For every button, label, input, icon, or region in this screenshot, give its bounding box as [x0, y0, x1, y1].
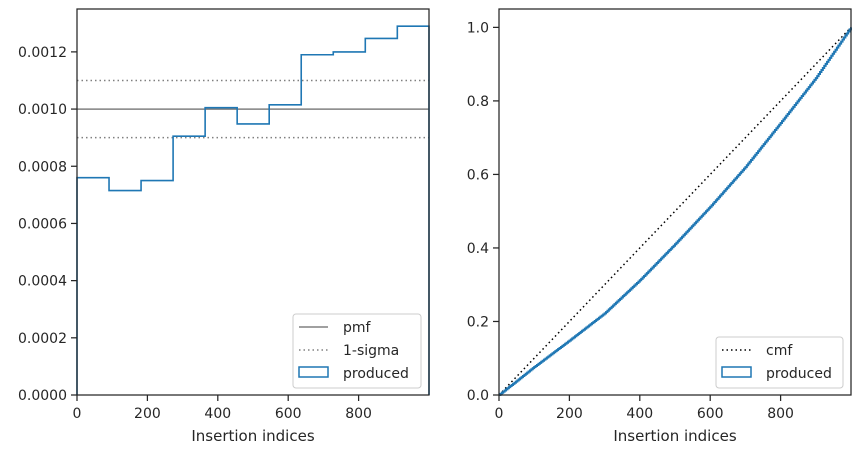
pmf-y-tick-label: 0.0002 [18, 331, 67, 347]
cmf-legend-box [715, 336, 844, 389]
produced-step-series [76, 25, 430, 395]
cmf-y-tick-label: 0.0 [467, 388, 489, 404]
cmf-plot-frame [498, 8, 852, 396]
pmf-legend-produced-swatch [298, 366, 329, 378]
cmf-y-tick-label: 0.4 [467, 241, 489, 257]
cmf-reference-line [498, 26, 852, 396]
cmf-y-tick-label: 0.6 [467, 167, 489, 183]
pmf-x-tick-label: 0 [73, 406, 82, 422]
pmf-legend: pmf 1-sigma produced [292, 313, 422, 389]
cmf-x-tick-label: 400 [626, 406, 653, 422]
cmf-x-tick-label: 0 [495, 406, 504, 422]
pmf-y-tick-label: 0.0006 [18, 216, 67, 232]
produced-cumulative-series [499, 27, 852, 396]
pmf-x-axis-label: Insertion indices [191, 427, 314, 445]
pmf-x-tick-label: 200 [134, 406, 161, 422]
pmf-plot-frame [76, 8, 430, 396]
pmf-x-tick-label: 400 [204, 406, 231, 422]
pmf-x-tick-label: 600 [275, 406, 302, 422]
cmf-y-tick-label: 1.0 [467, 20, 489, 36]
pmf-y-tick-label: 0.0010 [18, 102, 67, 118]
cmf-y-tick-label: 0.2 [467, 314, 489, 330]
cmf-legend-produced-swatch [721, 366, 752, 378]
pmf-y-tick-label: 0.0012 [18, 45, 67, 61]
pmf-y-tick-label: 0.0008 [18, 159, 67, 175]
cmf-legend-cmf-label: cmf [766, 343, 793, 359]
pmf-y-tick-label: 0.0004 [18, 274, 67, 290]
cmf-legend-produced-label: produced [766, 366, 832, 382]
pmf-x-tick-label: 800 [345, 406, 372, 422]
cmf-chart: 0 200 400 600 800 0.0 0.2 0.4 0.6 0.8 1.0 Inserti… [467, 8, 852, 445]
pmf-legend-box [292, 313, 422, 389]
pmf-chart: 0 200 400 600 800 0.0000 0.0002 0.0004 0.0006 0.… [18, 8, 430, 445]
cmf-x-tick-label: 600 [697, 406, 724, 422]
pmf-y-tick-label: 0.0000 [18, 388, 67, 404]
pmf-legend-sigma-label: 1-sigma [343, 343, 399, 359]
cmf-x-tick-label: 800 [767, 406, 794, 422]
pmf-legend-pmf-label: pmf [343, 320, 372, 336]
cmf-legend: cmf produced [715, 336, 844, 389]
cmf-x-axis-label: Insertion indices [613, 427, 736, 445]
cmf-x-tick-label: 200 [556, 406, 583, 422]
cmf-y-tick-label: 0.8 [467, 94, 489, 110]
cmf-plot-area [499, 9, 851, 395]
pmf-legend-produced-label: produced [343, 366, 409, 382]
